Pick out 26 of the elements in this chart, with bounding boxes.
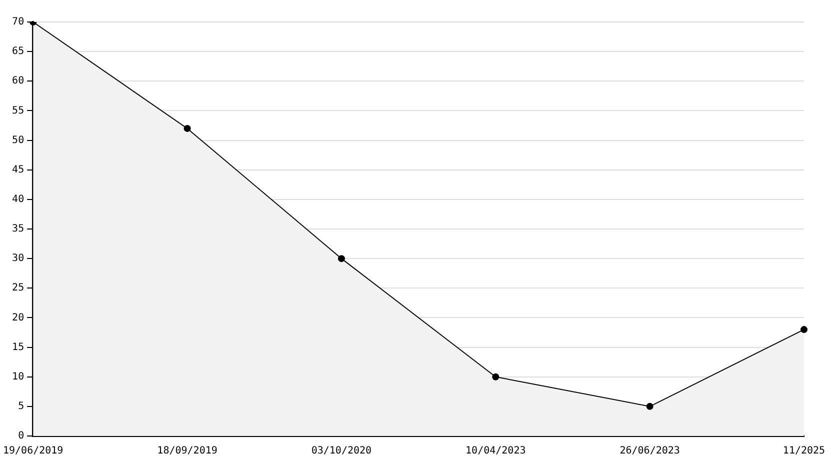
y-tick-label: 30 [12,253,24,264]
y-tick-label: 5 [18,401,24,412]
point [184,124,191,132]
x-tick-label: 03/10/2020 [311,446,372,457]
x-tick-label: 26/06/2023 [620,446,680,457]
y-tick-label: 65 [12,46,24,58]
point [646,402,654,410]
point [492,373,500,380]
y-tick-label: 50 [12,134,24,146]
y-tick-label: 15 [12,342,24,353]
x-tick-label: 10/04/2023 [466,446,526,457]
y-tick-label: 0 [18,430,24,442]
y-tick-label: 40 [12,194,24,206]
y-tick-label: 20 [12,312,24,324]
point [800,326,808,334]
y-tick-label: 10 [12,371,24,382]
y-tick-label: 60 [12,76,24,87]
x-tick-label: 18/09/2019 [157,446,218,457]
y-tick-label: 35 [12,224,24,235]
point [338,255,345,262]
x-tick-label: 19/06/2019 [2,446,64,457]
y-tick-label: 70 [12,16,24,28]
x-tick-label: 11/2025 [782,446,826,457]
y-tick-label: 25 [12,282,24,294]
y-tick-label: 55 [12,105,24,116]
y-tick-label: 45 [12,164,24,176]
